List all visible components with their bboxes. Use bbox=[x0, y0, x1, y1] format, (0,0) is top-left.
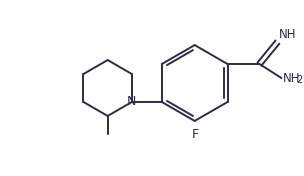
Text: N: N bbox=[127, 95, 136, 108]
Text: 2: 2 bbox=[296, 75, 303, 85]
Text: NH: NH bbox=[282, 71, 300, 84]
Text: NH: NH bbox=[278, 28, 296, 41]
Text: F: F bbox=[192, 128, 199, 141]
